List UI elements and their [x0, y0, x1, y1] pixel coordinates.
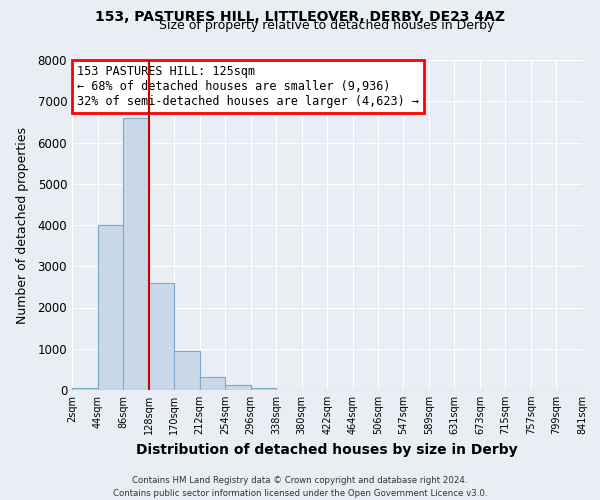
- Bar: [123, 118, 149, 390]
- Bar: [225, 385, 251, 390]
- Bar: [72, 388, 98, 390]
- Title: Size of property relative to detached houses in Derby: Size of property relative to detached ho…: [160, 20, 494, 32]
- Y-axis label: Number of detached properties: Number of detached properties: [16, 126, 29, 324]
- X-axis label: Distribution of detached houses by size in Derby: Distribution of detached houses by size …: [136, 442, 518, 456]
- Text: 153 PASTURES HILL: 125sqm
← 68% of detached houses are smaller (9,936)
32% of se: 153 PASTURES HILL: 125sqm ← 68% of detac…: [77, 65, 419, 108]
- Bar: [174, 351, 200, 390]
- Bar: [98, 225, 123, 390]
- Bar: [149, 283, 174, 390]
- Text: 153, PASTURES HILL, LITTLEOVER, DERBY, DE23 4AZ: 153, PASTURES HILL, LITTLEOVER, DERBY, D…: [95, 10, 505, 24]
- Bar: [251, 388, 276, 390]
- Bar: [200, 377, 225, 390]
- Text: Contains HM Land Registry data © Crown copyright and database right 2024.
Contai: Contains HM Land Registry data © Crown c…: [113, 476, 487, 498]
